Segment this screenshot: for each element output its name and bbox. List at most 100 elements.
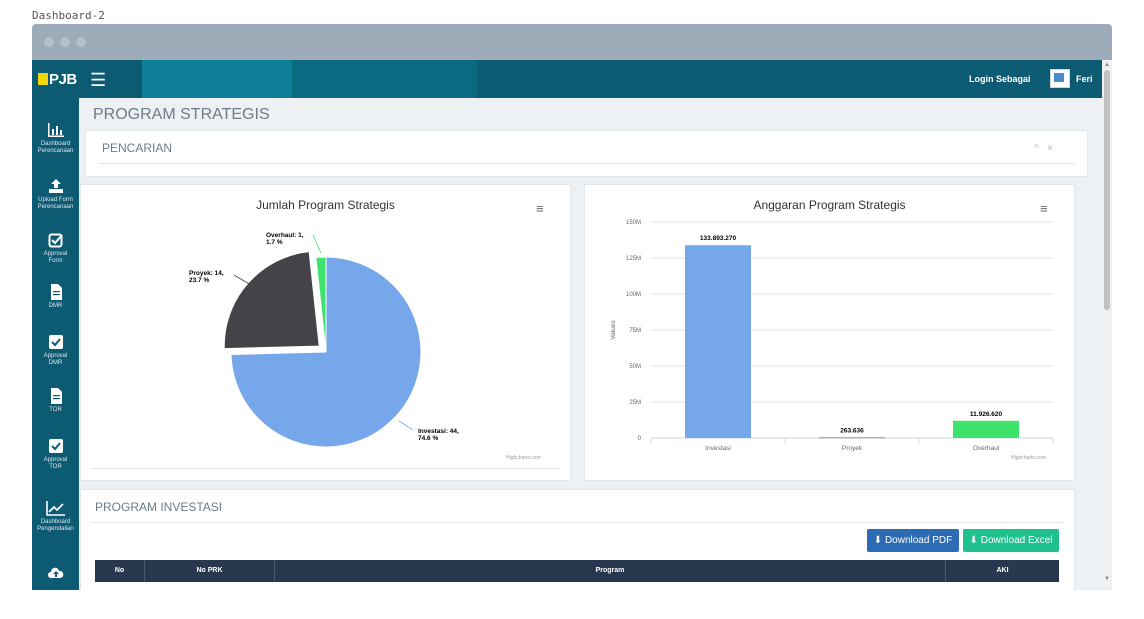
main-content: PROGRAM STRATEGIS PENCARIAN ^ × Jumlah P… bbox=[79, 98, 1102, 590]
pie-slice-overhaul[interactable] bbox=[315, 256, 327, 353]
chart-credit[interactable]: Highcharts.com bbox=[506, 455, 541, 461]
navbar-decoration bbox=[287, 60, 477, 98]
bar-investasi[interactable] bbox=[685, 245, 751, 438]
divider bbox=[91, 468, 560, 469]
sidebar-item-dashboard-pengendalian[interactable]: Dashboard Pengendalian bbox=[32, 500, 79, 533]
sidebar-item-label: Approval bbox=[43, 251, 68, 257]
browser-window: PJB ☰ Login Sebagai Feri Dashboard Peren… bbox=[32, 24, 1112, 590]
collapse-icon[interactable]: ^ bbox=[1034, 143, 1039, 154]
upload-icon bbox=[48, 179, 63, 193]
cloud-upload-icon bbox=[47, 567, 63, 578]
login-label: Login Sebagai bbox=[969, 74, 1031, 84]
scrollbar-thumb[interactable] bbox=[1104, 70, 1110, 310]
pie-chart-panel: Jumlah Program Strategis ≡ Investasi: 44… bbox=[80, 184, 571, 481]
pie-data-label: 1.7 % bbox=[266, 239, 283, 246]
sidebar-item-label: Form bbox=[48, 258, 63, 264]
y-tick-label: 150M bbox=[626, 220, 641, 226]
program-investasi-title: PROGRAM INVESTASI bbox=[95, 500, 223, 514]
download-pdf-button[interactable]: ⬇ Download PDF bbox=[867, 529, 959, 552]
sidebar-item-dashboard-perencanaan[interactable]: Dashboard Perencanaan bbox=[32, 122, 79, 155]
sidebar-item-approval-tor[interactable]: Approval TOR bbox=[32, 438, 79, 471]
y-axis-label: Values bbox=[610, 320, 617, 340]
bar-data-label: 11.926.620 bbox=[970, 411, 1003, 418]
window-maximize-dot[interactable] bbox=[76, 37, 86, 47]
sidebar-item-label: DMR bbox=[48, 360, 63, 366]
sidebar-item-label: Approval bbox=[43, 353, 68, 359]
bar-chart-panel: Anggaran Program Strategis ≡ 0 25M 50M 75M 1… bbox=[584, 184, 1075, 481]
sidebar-item-label: Pengendalian bbox=[37, 526, 74, 532]
sidebar-item-dmr[interactable]: DMR bbox=[32, 284, 79, 310]
close-icon[interactable]: × bbox=[1047, 143, 1053, 154]
window-chrome bbox=[32, 24, 1112, 60]
divider bbox=[91, 522, 1064, 523]
y-tick-label: 25M bbox=[629, 400, 641, 406]
browser-tab-title: Dashboard-2 bbox=[32, 9, 105, 22]
sidebar-item-approval-dmr[interactable]: Approval DMR bbox=[32, 334, 79, 367]
download-icon: ⬇ bbox=[873, 535, 883, 546]
x-tick-label: Proyek bbox=[842, 445, 863, 452]
logo-text: PJB bbox=[49, 71, 77, 88]
page-title: PROGRAM STRATEGIS bbox=[93, 106, 270, 123]
bar-chart-menu-icon[interactable]: ≡ bbox=[1040, 201, 1048, 216]
avatar[interactable] bbox=[1050, 69, 1070, 88]
table-header: No No PRK Program AKI bbox=[95, 560, 1059, 582]
check-square-icon bbox=[48, 335, 63, 349]
sidebar-item-label: Perencanaan bbox=[37, 148, 74, 154]
scroll-down-icon[interactable]: ▼ bbox=[1104, 576, 1110, 582]
sidebar-item-label: TOR bbox=[49, 407, 62, 413]
window-minimize-dot[interactable] bbox=[60, 37, 70, 47]
column-header-program[interactable]: Program bbox=[275, 560, 946, 582]
program-investasi-panel: PROGRAM INVESTASI ⬇ Download PDF ⬇ Downl… bbox=[80, 489, 1075, 590]
search-panel-title[interactable]: PENCARIAN bbox=[102, 141, 173, 155]
navbar-decoration bbox=[142, 60, 292, 98]
pie-slice-investasi[interactable] bbox=[230, 256, 422, 448]
sidebar-item-label: Dashboard bbox=[40, 141, 71, 147]
window-close-dot[interactable] bbox=[44, 37, 54, 47]
sidebar-item-upload-form[interactable]: Upload Form Perencanaan bbox=[32, 178, 79, 211]
sidebar-item-label: DMR bbox=[48, 303, 63, 309]
pie-slice-proyek[interactable] bbox=[223, 251, 320, 350]
bar-chart-title: Anggaran Program Strategis bbox=[753, 198, 906, 212]
bar-chart-svg: 0 25M 50M 75M 100M 125M 150M Values 133.893.270 I… bbox=[610, 220, 1054, 452]
sidebar-item-cloud-upload[interactable] bbox=[32, 564, 79, 580]
pie-chart-title: Jumlah Program Strategis bbox=[256, 198, 395, 212]
hamburger-menu-icon[interactable]: ☰ bbox=[90, 70, 107, 90]
sidebar-item-label: Approval bbox=[43, 457, 68, 463]
pie-data-label: Proyek: 14, bbox=[189, 270, 224, 277]
check-square-icon bbox=[48, 439, 63, 453]
y-tick-label: 125M bbox=[626, 256, 641, 262]
search-panel: PENCARIAN ^ × bbox=[85, 130, 1088, 177]
download-excel-button[interactable]: ⬇ Download Excel bbox=[963, 529, 1059, 552]
pie-chart-svg: Investasi: 44,74.6 % Proyek: 14,23.7 % Ove… bbox=[189, 232, 459, 448]
bar-data-label: 263.636 bbox=[840, 428, 864, 435]
sidebar-item-label: Perencanaan bbox=[37, 204, 74, 210]
sidebar: Dashboard Perencanaan Upload Form Perenc… bbox=[32, 98, 79, 590]
pie-chart-menu-icon[interactable]: ≡ bbox=[536, 201, 544, 216]
broken-image-icon bbox=[1054, 73, 1064, 82]
sidebar-item-tor[interactable]: TOR bbox=[32, 388, 79, 414]
y-tick-label: 100M bbox=[626, 292, 641, 298]
pie-data-label: Overhaul: 1, bbox=[266, 232, 304, 239]
file-icon bbox=[50, 284, 62, 300]
sidebar-item-label: Upload Form bbox=[38, 197, 73, 203]
pie-connector-line bbox=[312, 234, 322, 254]
bar-chart-icon bbox=[47, 123, 64, 137]
download-pdf-label: Download PDF bbox=[884, 535, 953, 546]
bar-overhaul[interactable] bbox=[953, 420, 1019, 438]
pjb-logo[interactable]: PJB bbox=[38, 71, 77, 88]
column-header-no[interactable]: No bbox=[95, 560, 145, 582]
bar-data-label: 133.893.270 bbox=[700, 235, 737, 242]
column-header-no-prk[interactable]: No PRK bbox=[145, 560, 275, 582]
sidebar-item-approval-form[interactable]: Approval Form bbox=[32, 232, 79, 265]
user-name[interactable]: Feri bbox=[1076, 74, 1093, 84]
pie-connector-line bbox=[233, 274, 252, 286]
chart-credit[interactable]: Highcharts.com bbox=[1011, 455, 1046, 461]
y-tick-label: 75M bbox=[629, 328, 641, 334]
column-header-aki[interactable]: AKI bbox=[996, 567, 1009, 574]
bar-proyek[interactable] bbox=[819, 437, 885, 439]
search-panel-tools: ^ × bbox=[1034, 143, 1053, 154]
x-tick-label: Investasi bbox=[705, 445, 731, 452]
vertical-scrollbar[interactable]: ▲ ▼ bbox=[1102, 60, 1112, 590]
scroll-up-icon[interactable]: ▲ bbox=[1104, 62, 1110, 68]
sidebar-item-label: TOR bbox=[49, 464, 62, 470]
